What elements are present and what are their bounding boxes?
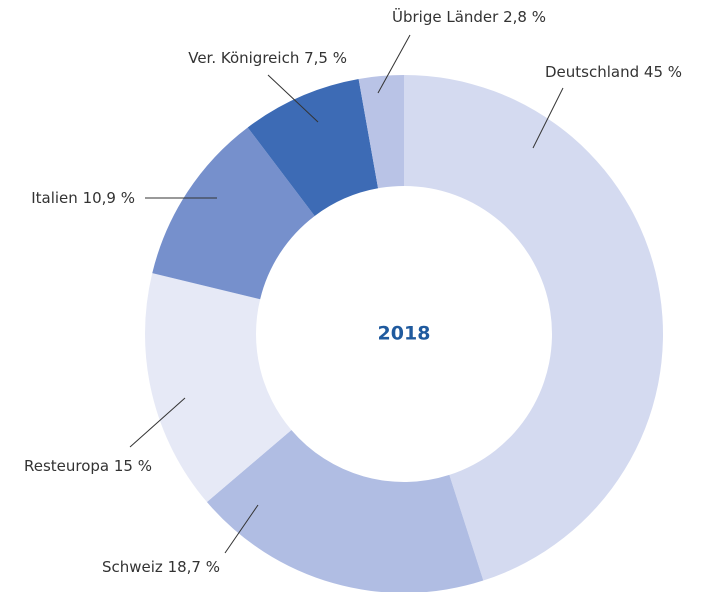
leader-line	[267, 74, 319, 123]
leader-line	[377, 34, 411, 94]
slice-label: Deutschland 45 %	[545, 63, 682, 81]
slice-label: Schweiz 18,7 %	[102, 558, 220, 576]
value-label: 7,5 %	[304, 49, 347, 67]
category-name: Übrige Länder	[392, 7, 499, 26]
category-name: Ver. Königreich	[188, 49, 299, 67]
leader-line	[129, 397, 186, 448]
category-name: Schweiz	[102, 558, 163, 576]
slice	[145, 273, 292, 503]
value-label: 10,9 %	[83, 189, 135, 207]
slice-label: Italien 10,9 %	[31, 189, 135, 207]
category-name: Italien	[31, 189, 78, 207]
slice	[206, 430, 484, 592]
value-label: 18,7 %	[168, 558, 220, 576]
center-label: 2018	[378, 323, 431, 345]
category-name: Resteuropa	[24, 457, 109, 475]
slice-label: Übrige Länder 2,8 %	[392, 7, 546, 26]
value-label: 2,8 %	[503, 8, 546, 26]
slice-label: Ver. Königreich 7,5 %	[188, 49, 347, 67]
value-label: 15 %	[114, 457, 152, 475]
leader-line	[532, 87, 564, 149]
slice-label: Resteuropa 15 %	[24, 457, 152, 475]
slice	[247, 79, 379, 216]
value-label: 45 %	[644, 63, 682, 81]
category-name: Deutschland	[545, 63, 639, 81]
slice	[152, 127, 315, 300]
slice	[358, 75, 404, 189]
slice	[404, 75, 663, 581]
leader-line	[224, 504, 259, 554]
